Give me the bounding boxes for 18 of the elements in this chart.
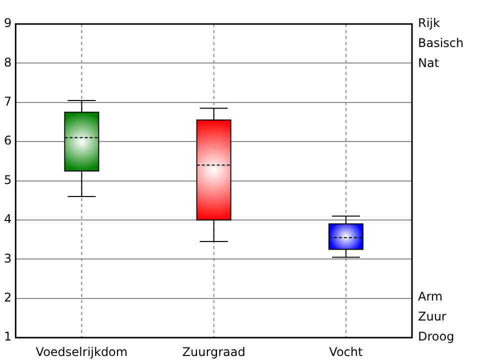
y-tick-label: 7 — [4, 94, 12, 109]
x-tick-label: Zuurgraad — [182, 344, 246, 359]
text: Droog — [418, 330, 454, 344]
x-tick-label: Voedselrijkdom — [36, 344, 128, 359]
text: Zuur — [418, 310, 446, 324]
text: Nat — [418, 56, 440, 70]
y-tick-label: 4 — [4, 212, 12, 226]
y-tick-label: 9 — [4, 16, 12, 30]
text: Rijk — [418, 16, 440, 30]
x-tick-label: Vocht — [329, 344, 363, 359]
y-tick-label: 8 — [4, 55, 12, 70]
y-tick-label: 6 — [4, 134, 12, 148]
y-tick-label: 1 — [4, 330, 12, 344]
y-tick-label: 5 — [4, 172, 12, 187]
y-tick-label: 2 — [4, 290, 12, 305]
y-tick-label: 3 — [4, 251, 12, 266]
text: Basisch — [418, 36, 464, 50]
text: Arm — [418, 290, 443, 304]
